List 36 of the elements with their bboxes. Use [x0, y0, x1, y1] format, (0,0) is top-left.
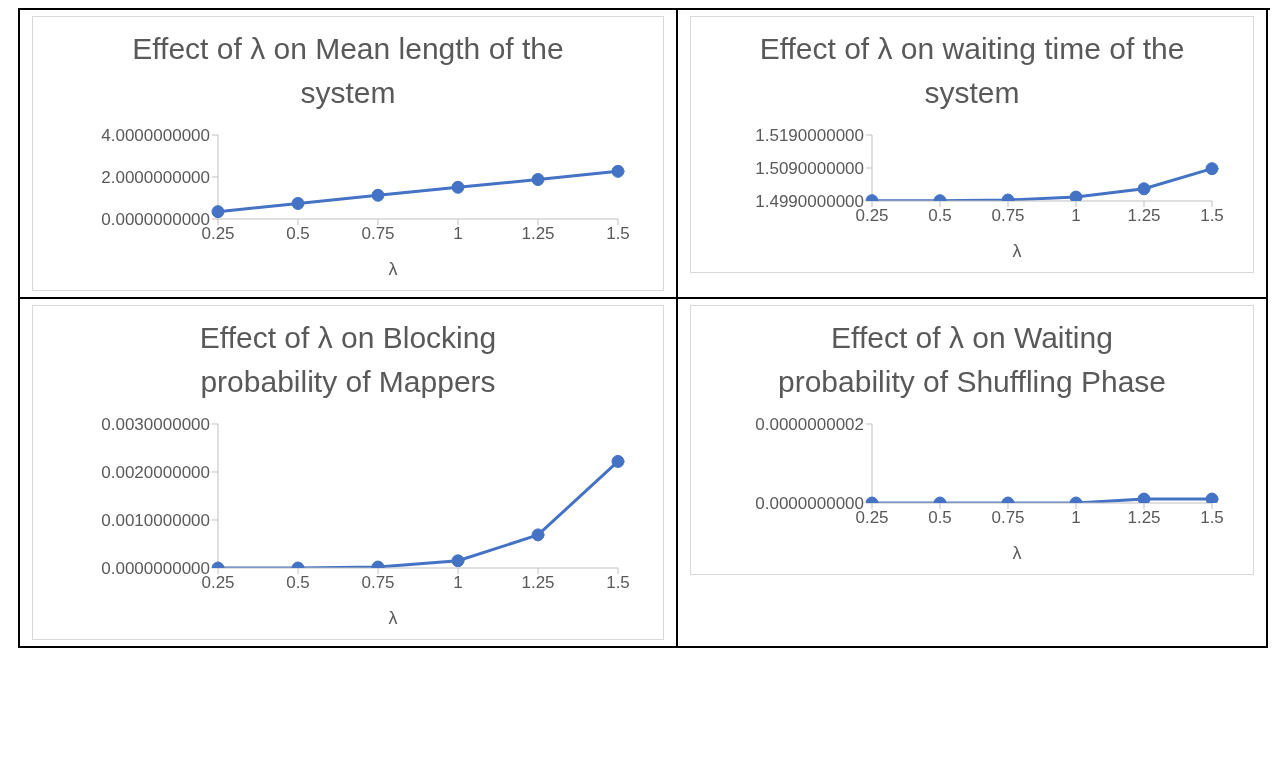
y-tick-label: 1.5090000000 — [755, 159, 864, 179]
x-tick-label: 0.5 — [286, 224, 310, 244]
x-tick-label: 0.75 — [361, 224, 395, 244]
y-tick-label: 2.0000000000 — [101, 168, 210, 188]
x-tick-label: 1.25 — [521, 573, 555, 593]
y-tick-label: 4.0000000000 — [101, 126, 210, 146]
y-tick-label: 0.0020000000 — [101, 463, 210, 483]
chart-title: Effect of λ on Blocking probability of Mappers — [198, 320, 498, 400]
x-axis-title: λ — [387, 608, 399, 629]
y-tick-label: 0.0010000000 — [101, 511, 210, 531]
x-tick-label: 0.5 — [928, 206, 952, 226]
y-tick-label: 1.5190000000 — [755, 126, 864, 146]
x-tick-label: 0.75 — [991, 206, 1025, 226]
x-axis-title: λ — [1011, 241, 1023, 262]
x-tick-label: 1.5 — [606, 573, 630, 593]
x-axis-title: λ — [387, 259, 399, 280]
x-tick-label: 1.5 — [606, 224, 630, 244]
x-axis-title: λ — [1011, 543, 1023, 564]
x-tick-label: 1 — [453, 573, 463, 593]
y-tick-label: 0.0030000000 — [101, 415, 210, 435]
x-tick-label: 1 — [453, 224, 463, 244]
x-tick-label: 1.25 — [1127, 206, 1161, 226]
y-tick-label: 0.0000000002 — [755, 415, 864, 435]
chart-title: Effect of λ on Mean length of the system — [131, 31, 565, 111]
chart-title: Effect of λ on Waiting probability of Shuffling Phase — [776, 320, 1167, 400]
x-tick-label: 0.5 — [286, 573, 310, 593]
x-tick-label: 0.75 — [991, 508, 1025, 528]
x-tick-label: 1 — [1071, 206, 1081, 226]
x-tick-label: 1.5 — [1200, 508, 1224, 528]
x-tick-label: 1.5 — [1200, 206, 1224, 226]
x-tick-label: 0.5 — [928, 508, 952, 528]
x-tick-label: 1.25 — [521, 224, 555, 244]
x-tick-label: 0.75 — [361, 573, 395, 593]
x-tick-label: 1.25 — [1127, 508, 1161, 528]
chart-title: Effect of λ on waiting time of the system — [758, 31, 1186, 111]
x-tick-label: 1 — [1071, 508, 1081, 528]
